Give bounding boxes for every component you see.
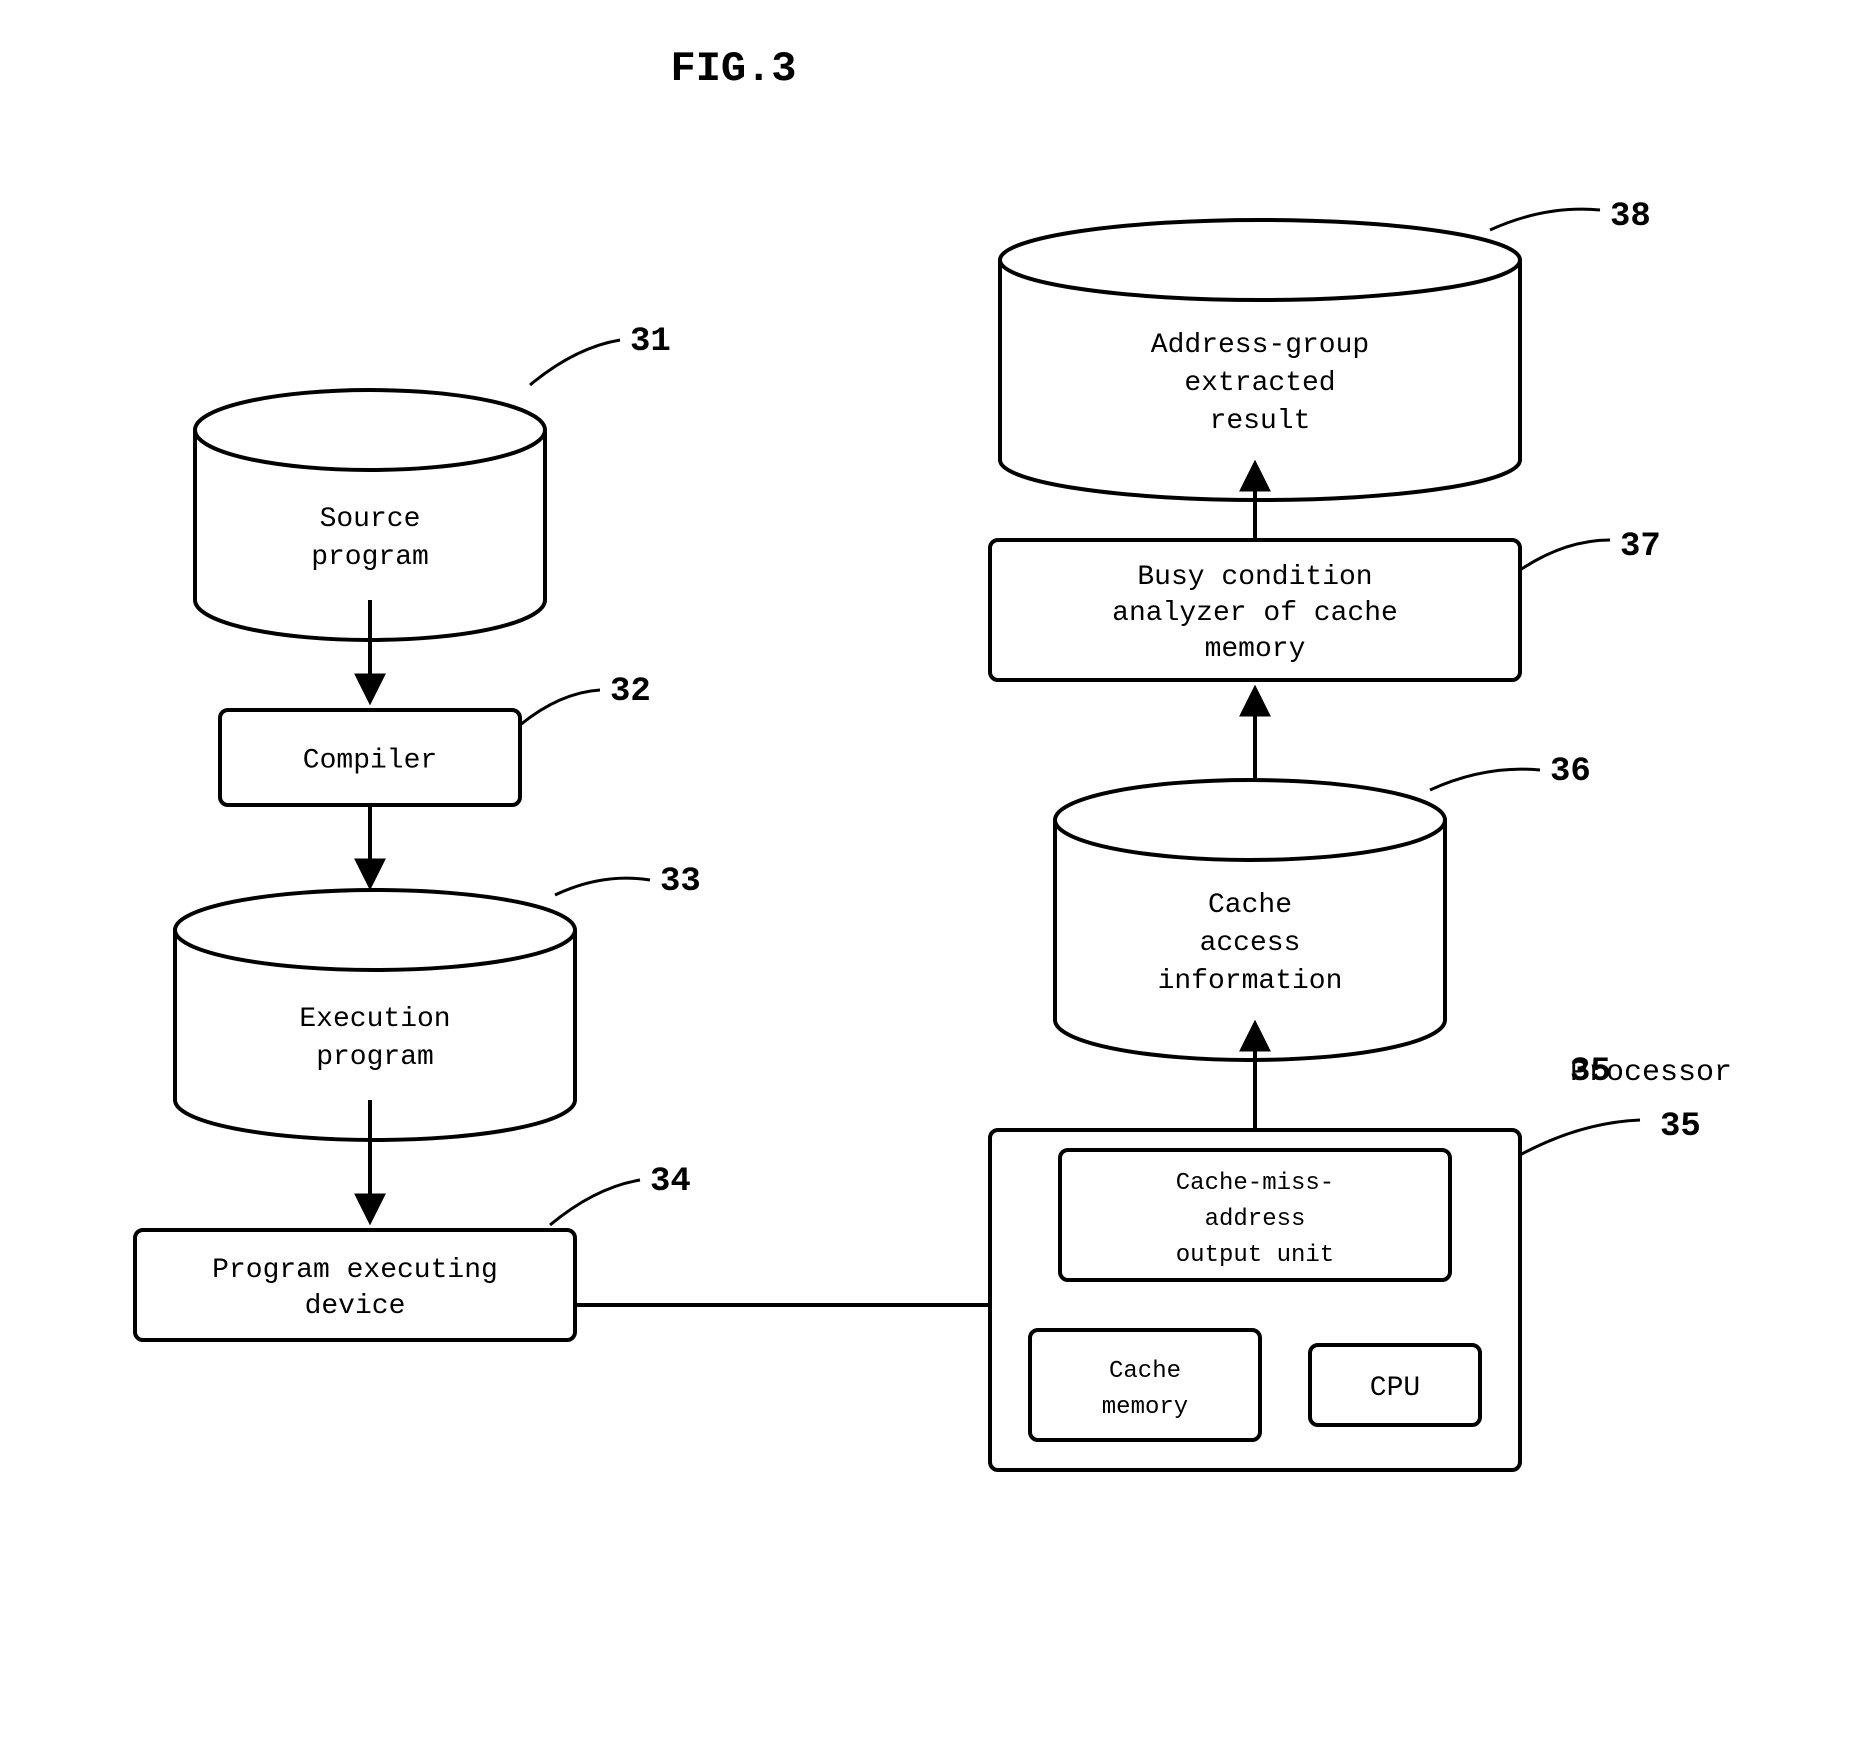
figure-title: FIG.3 bbox=[670, 45, 796, 93]
busyAnalyzer-label-2: memory bbox=[1205, 634, 1306, 665]
busyAnalyzer-label-0: Busy condition bbox=[1137, 562, 1372, 593]
addrGroup-cylinder: Address-group extracted result bbox=[1000, 220, 1520, 500]
addrGroup-label-1: extracted bbox=[1184, 368, 1335, 399]
cacheAccess-leader bbox=[1430, 769, 1540, 790]
cacheAccess-cylinder: Cache access information bbox=[1055, 780, 1445, 1060]
processor-ref: 35 bbox=[1660, 1108, 1701, 1146]
source-label-0: Source bbox=[320, 504, 421, 535]
cacheAccess-label-1: access bbox=[1200, 928, 1301, 959]
cacheAccess-label-0: Cache bbox=[1208, 890, 1292, 921]
addrGroup-leader bbox=[1490, 209, 1600, 230]
cacheMemory-label-1: memory bbox=[1102, 1394, 1188, 1421]
source-leader bbox=[530, 340, 620, 385]
cacheAccess-label-2: information bbox=[1158, 966, 1343, 997]
cpu-box: CPU bbox=[1310, 1345, 1480, 1425]
compiler-label-0: Compiler bbox=[303, 746, 437, 777]
ped-label-1: device bbox=[305, 1291, 406, 1322]
ped-leader bbox=[550, 1180, 640, 1225]
execution-leader bbox=[555, 878, 650, 895]
source-ref: 31 bbox=[630, 323, 671, 361]
addrGroup-ref: 38 bbox=[1610, 198, 1651, 236]
addrGroup-label-0: Address-group bbox=[1151, 330, 1369, 361]
source-label-1: program bbox=[311, 542, 429, 573]
processor-side-label: Processor bbox=[1570, 1056, 1732, 1090]
cacheMissUnit-box: Cache-miss-address output unit bbox=[1060, 1150, 1450, 1280]
busyAnalyzer-ref: 37 bbox=[1620, 528, 1661, 566]
execution-label-1: program bbox=[316, 1042, 434, 1073]
ped-label-0: Program executing bbox=[212, 1255, 498, 1286]
busyAnalyzer-leader bbox=[1520, 540, 1610, 570]
busyAnalyzer-box: Busy condition analyzer of cache memory bbox=[990, 540, 1520, 680]
compiler-ref: 32 bbox=[610, 673, 651, 711]
cacheMissUnit-label-2: output unit bbox=[1176, 1242, 1334, 1269]
processor-leader bbox=[1520, 1120, 1640, 1155]
cacheMissUnit-label-1: address bbox=[1205, 1206, 1306, 1233]
execution-cylinder: Execution program bbox=[175, 890, 575, 1140]
execution-label-0: Execution bbox=[299, 1004, 450, 1035]
ped-ref: 34 bbox=[650, 1163, 691, 1201]
busyAnalyzer-label-1: analyzer of cache bbox=[1112, 598, 1398, 629]
cacheAccess-ref: 36 bbox=[1550, 753, 1591, 791]
diagram-canvas: FIG.3 Source program Compiler Execution progr… bbox=[0, 0, 1867, 1738]
addrGroup-label-2: result bbox=[1210, 406, 1311, 437]
compiler-leader bbox=[520, 690, 600, 725]
ped-box: Program executing device bbox=[135, 1230, 575, 1340]
compiler-box: Compiler bbox=[220, 710, 520, 805]
cacheMemory-box: Cache memory bbox=[1030, 1330, 1260, 1440]
cpu-label-0: CPU bbox=[1370, 1373, 1420, 1404]
execution-ref: 33 bbox=[660, 863, 701, 901]
cacheMemory-label-0: Cache bbox=[1109, 1358, 1181, 1385]
cacheMissUnit-label-0: Cache-miss- bbox=[1176, 1170, 1334, 1197]
